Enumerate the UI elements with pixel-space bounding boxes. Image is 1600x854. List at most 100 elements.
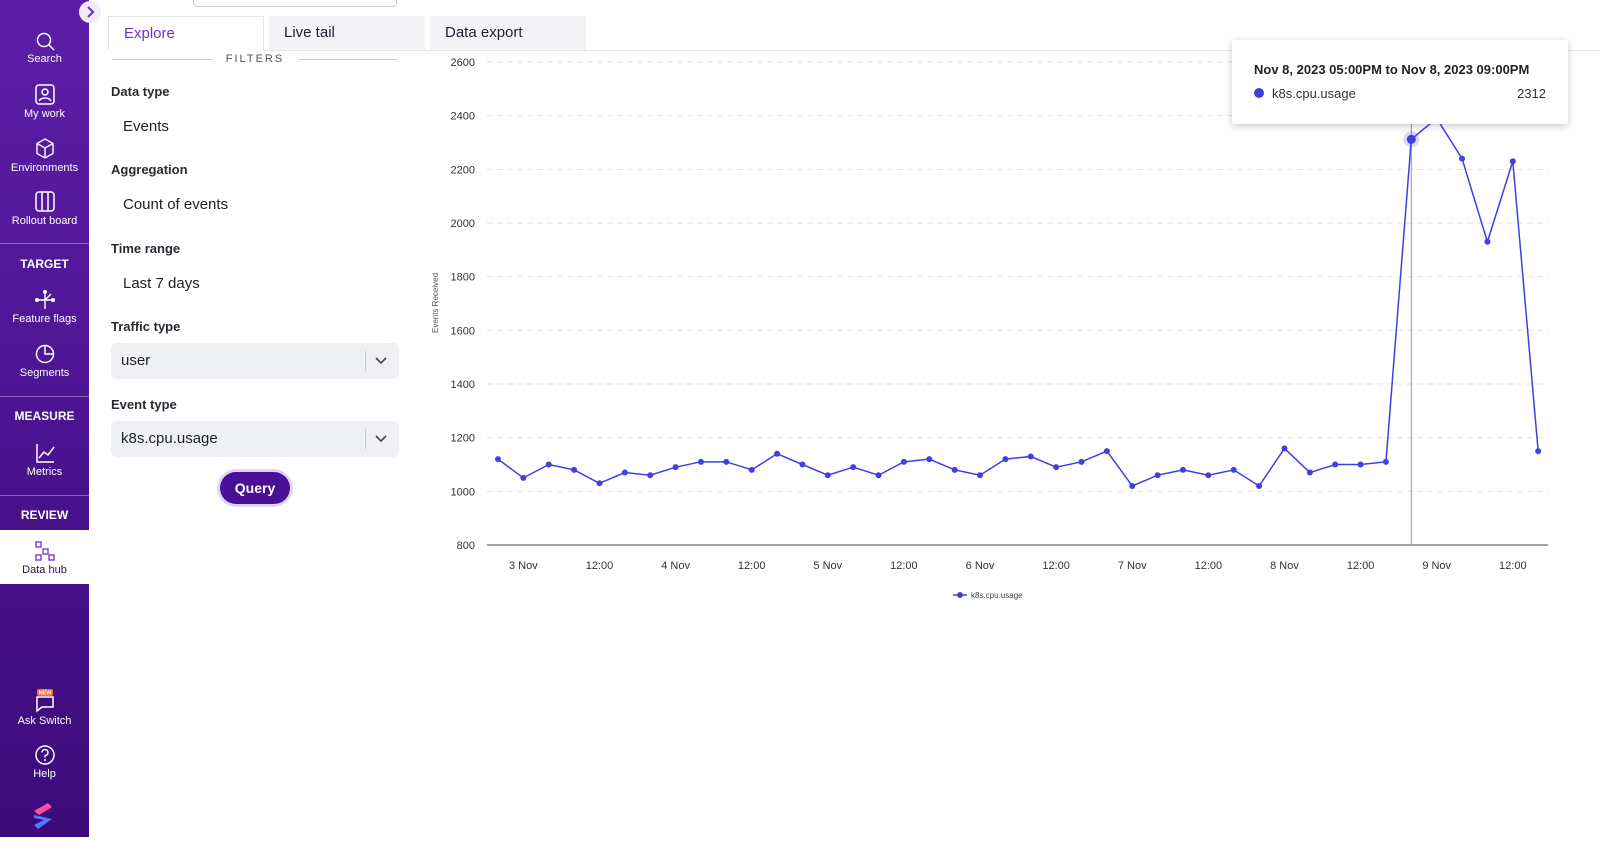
section-title: MEASURE <box>14 409 75 423</box>
x-tick-label: 12:00 <box>738 560 766 572</box>
data-point <box>1256 482 1263 489</box>
select-value: k8s.cpu.usage <box>121 430 218 447</box>
divider <box>112 59 212 60</box>
nav-segments[interactable]: Segments <box>0 343 89 379</box>
y-tick-label: 2600 <box>451 57 475 69</box>
x-tick-label: 12:00 <box>1042 560 1070 572</box>
filter-label: Data type <box>111 84 170 99</box>
data-point <box>1406 134 1416 144</box>
tooltip: Nov 8, 2023 05:00PM to Nov 8, 2023 09:00… <box>1232 40 1568 124</box>
tab-live-tail[interactable]: Live tail <box>269 16 425 50</box>
y-axis-label: Events Received <box>431 273 440 333</box>
data-point <box>1484 238 1491 245</box>
nav-search[interactable]: Search <box>0 31 89 65</box>
data-point <box>799 461 806 468</box>
data-point <box>977 472 984 479</box>
x-tick-label: 8 Nov <box>1270 560 1299 572</box>
nav-feature-flags[interactable]: Feature flags <box>0 289 89 325</box>
tooltip-series: k8s.cpu.usage <box>1272 86 1356 101</box>
chevron <box>375 357 387 365</box>
data-point <box>1053 464 1060 471</box>
data-point <box>495 456 501 463</box>
event-select[interactable]: k8s.cpu.usage <box>111 421 399 457</box>
data-point <box>748 466 755 473</box>
data-point <box>723 458 730 465</box>
data-point <box>1509 158 1516 165</box>
data-point <box>926 456 933 463</box>
x-tick-label: 12:00 <box>1347 560 1375 572</box>
data-point <box>697 458 704 465</box>
y-tick-label: 1400 <box>451 379 475 391</box>
separator <box>0 495 89 496</box>
data-point <box>520 474 527 481</box>
select-value: user <box>121 352 151 369</box>
icon <box>34 745 55 765</box>
chart: Events Received 800 1000 1200 1400 1600 1800 2… <box>431 57 1548 600</box>
section-title: REVIEW <box>20 508 69 522</box>
filter-value[interactable]: Count of events <box>123 196 229 213</box>
x-tick-label: 12:00 <box>586 560 614 572</box>
data-point <box>850 464 857 471</box>
y-tick-label: 2400 <box>451 111 475 123</box>
icon <box>34 541 55 561</box>
icon <box>35 138 54 159</box>
tab-explore[interactable]: Explore <box>108 16 264 50</box>
legend-dot <box>957 592 963 598</box>
x-tick-label: 9 Nov <box>1422 560 1451 572</box>
data-point <box>1129 482 1136 489</box>
x-tick-label: 4 Nov <box>661 560 690 572</box>
chevron <box>375 435 387 443</box>
traffic-select[interactable]: user <box>111 343 399 379</box>
filter-value[interactable]: Last 7 days <box>123 275 200 292</box>
x-tick-label: 7 Nov <box>1118 560 1147 572</box>
y-tick-label: 1800 <box>451 272 475 284</box>
nav-label: Search <box>27 53 62 65</box>
nav-label: Environments <box>10 162 79 174</box>
data-point <box>951 466 958 473</box>
data-point <box>1154 472 1161 479</box>
series-line <box>497 117 1539 487</box>
nav-label: Ask Switch <box>17 715 72 727</box>
filter-value[interactable]: Events <box>123 118 169 135</box>
icon: NEW <box>35 689 54 713</box>
y-tick-label: 2000 <box>451 218 475 230</box>
data-point <box>1332 461 1339 468</box>
badge: NEW <box>38 691 52 697</box>
tab-data-export[interactable]: Data export <box>430 16 586 50</box>
x-tick-label: 12:00 <box>890 560 918 572</box>
icon <box>35 444 55 463</box>
data-point <box>1103 448 1110 455</box>
tooltip-title: Nov 8, 2023 05:00PM to Nov 8, 2023 09:00… <box>1254 62 1530 77</box>
nav-label: Help <box>33 768 56 780</box>
search-input[interactable] <box>193 0 397 7</box>
data-point <box>824 472 831 479</box>
data-point <box>1459 155 1466 162</box>
data-point <box>1306 469 1313 476</box>
y-tick-label: 1200 <box>451 433 475 445</box>
filter-label: Aggregation <box>111 162 188 177</box>
icon <box>34 84 55 105</box>
data-point <box>1205 472 1212 479</box>
divider <box>298 59 398 60</box>
nav-rollout[interactable]: Rollout board <box>0 191 89 227</box>
nav-environments[interactable]: Environments <box>0 138 89 174</box>
data-point <box>1230 466 1237 473</box>
logo <box>34 803 52 829</box>
data-point <box>1281 445 1288 452</box>
data-point <box>1382 458 1389 465</box>
x-tick-label: 3 Nov <box>509 560 538 572</box>
nav-ask-switch[interactable]: NEW Ask Switch <box>0 689 89 727</box>
nav-help[interactable]: Help <box>0 744 89 780</box>
nav-metrics[interactable]: Metrics <box>0 442 89 478</box>
query-button[interactable]: Query <box>220 472 290 504</box>
filter-label: Traffic type <box>111 319 181 334</box>
nav-label: My work <box>24 108 65 120</box>
data-point <box>1357 461 1364 468</box>
nav-my-work[interactable]: My work <box>0 84 89 120</box>
select-divider <box>365 429 366 449</box>
nav-data-hub[interactable]: Data hub <box>0 530 89 584</box>
collapse-toggle[interactable] <box>78 0 102 24</box>
filter-label: Event type <box>111 397 177 412</box>
y-tick-label: 2200 <box>451 164 475 176</box>
